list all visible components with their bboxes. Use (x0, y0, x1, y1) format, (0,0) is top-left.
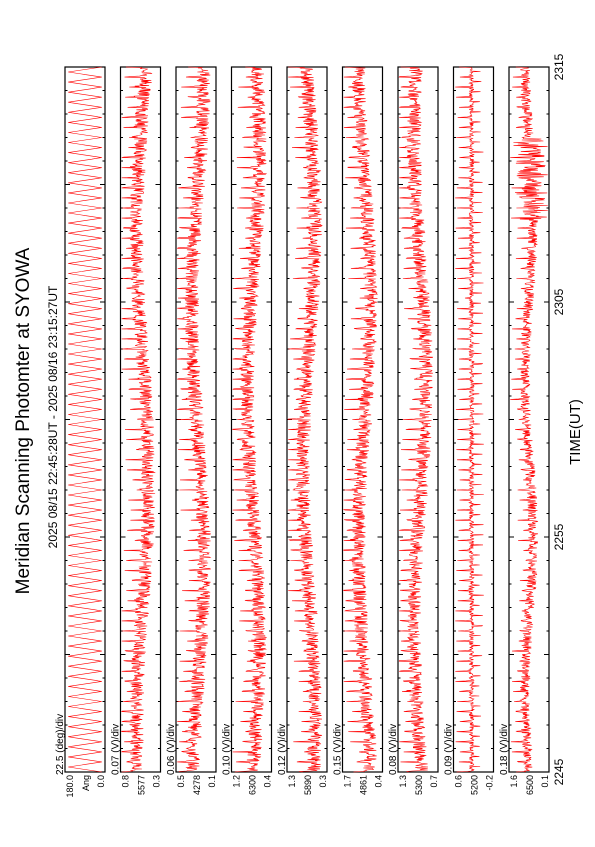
chart-title: Meridian Scanning Photomter at SYOWA (13, 247, 34, 594)
panel-scale-label: 22.5 (deg)/div (55, 714, 66, 775)
y-bottom-label: 0.4 (263, 775, 273, 788)
y-top-label: 0.5 (176, 775, 186, 788)
panel-scale-label: 0.12 (V)/div (277, 724, 288, 775)
y-bottom-label: 0.1 (207, 775, 217, 788)
x-tick-label: 2255 (552, 523, 566, 550)
series-line-6500 (510, 66, 548, 773)
series-line-5577 (120, 66, 156, 773)
y-bottom-label: 0.4 (374, 775, 384, 788)
time-range-label: 2025 08/15 22:45:28UT - 2025 08/16 23:15… (46, 285, 60, 548)
panel-scale-label: 0.15 (V)/div (333, 724, 344, 775)
series-line-5200 (455, 66, 484, 773)
y-top-label: 1.2 (232, 775, 242, 788)
y-axis-label: 5890 (303, 775, 313, 795)
y-top-label: 1.6 (509, 775, 519, 788)
panel-scale-label: 0.07 (V)/div (111, 724, 122, 775)
x-axis-label: TIME(UT) (567, 399, 584, 465)
y-axis-label: 5577 (137, 775, 147, 795)
panel-scale-label: 0.06 (V)/div (166, 724, 177, 775)
y-axis-label: 6300 (248, 775, 258, 795)
y-top-label: 0.6 (454, 775, 464, 788)
series-line-4861 (342, 66, 379, 773)
panel-frame (64, 66, 106, 773)
y-axis-label: 4278 (192, 775, 202, 795)
y-axis-label: 6500 (525, 775, 535, 795)
y-bottom-label: 0.0 (96, 775, 106, 788)
y-top-label: 0.8 (121, 775, 131, 788)
y-bottom-label: 0.1 (540, 775, 550, 788)
y-bottom-label: 0.7 (429, 775, 439, 788)
y-top-label: 1.7 (343, 775, 353, 788)
panel-scale-label: 0.08 (V)/div (388, 724, 399, 775)
y-axis-label: Ang (81, 775, 91, 791)
y-bottom-label: 0.3 (318, 775, 328, 788)
panel-scale-label: 0.10 (V)/div (222, 724, 233, 775)
y-axis-label: 5300 (414, 775, 424, 795)
y-axis-label: 4861 (359, 775, 369, 795)
panel-scale-label: 0.09 (V)/div (444, 724, 455, 775)
y-top-label: 1.3 (287, 775, 297, 788)
series-line-4278 (177, 66, 212, 773)
panel-scale-label: 0.18 (V)/div (499, 724, 510, 775)
y-bottom-label: -0.2 (485, 775, 495, 791)
y-bottom-label: 0.3 (152, 775, 162, 788)
y-top-label: 1.3 (398, 775, 408, 788)
series-line-Ang (68, 66, 102, 773)
series-line-6300 (232, 66, 268, 773)
series-line-5300 (398, 66, 434, 773)
x-tick-label: 2315 (552, 53, 566, 80)
x-tick-label: 2245 (552, 758, 566, 785)
y-axis-label: 5200 (470, 775, 480, 795)
x-tick-labels: 2245 2255 2305 2315 (552, 53, 566, 785)
series-line-5890 (287, 66, 323, 773)
y-top-label: 180.0 (65, 775, 75, 798)
x-tick-label: 2305 (552, 288, 566, 315)
